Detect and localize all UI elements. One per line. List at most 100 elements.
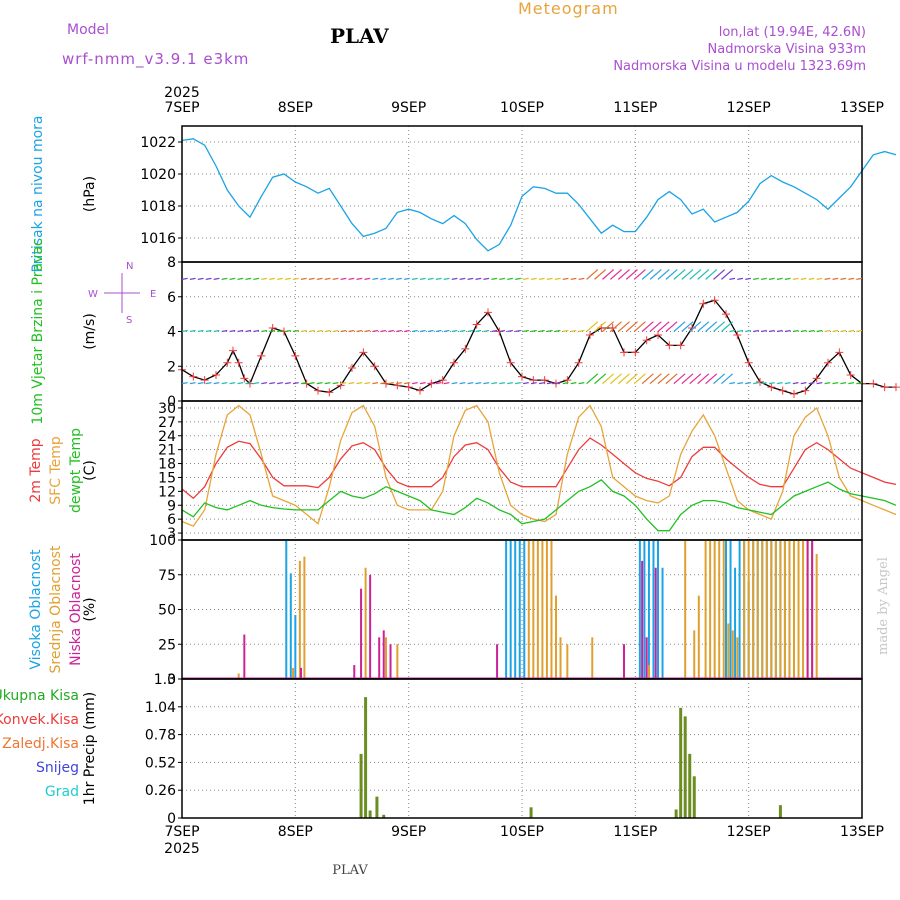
wind-arrow [332, 329, 339, 333]
wind-speed-marker [212, 370, 220, 379]
side-label: Visoka Oblacnost [28, 549, 44, 670]
wind-arrow [324, 382, 331, 385]
wind-speed-marker [314, 386, 322, 395]
wind-arrow [721, 269, 734, 280]
compass-s: S [126, 315, 132, 326]
elevation-label: Nadmorska Visina 933m [708, 42, 867, 57]
wind-arrow [507, 382, 513, 385]
wind-speed-marker [665, 341, 674, 350]
wind-arrow [594, 373, 607, 385]
wind-arrow [808, 329, 815, 333]
wind-arrow [269, 277, 275, 280]
y-tick-label: 12 [158, 484, 176, 500]
x-tick-label-top: 11SEP [613, 100, 657, 116]
y-tick-label: 1022 [140, 135, 176, 151]
wind-arrow [633, 269, 646, 280]
wind-arrow [419, 329, 426, 333]
wind-arrow [459, 277, 466, 280]
wind-arrow [324, 277, 331, 280]
wind-arrow [348, 277, 355, 280]
wind-arrow [197, 277, 204, 280]
wind-arrow [443, 382, 450, 385]
wind-speed-marker [450, 358, 458, 367]
wind-arrow [745, 277, 751, 280]
wind-speed-marker [393, 381, 402, 390]
wind-speed-marker [370, 362, 379, 371]
wind-arrow [308, 329, 315, 333]
wind-arrow [816, 329, 823, 333]
wind-speed-marker [257, 351, 266, 360]
wind-arrow [586, 269, 599, 280]
wind-arrow [641, 373, 654, 385]
model-label: Model [67, 22, 109, 38]
wind-arrow [705, 373, 718, 385]
side-label: 2m Temp [28, 438, 44, 502]
wind-arrow [467, 382, 474, 385]
wind-arrow [459, 382, 466, 385]
wind-speed-marker [540, 376, 549, 385]
wind-arrow [697, 321, 710, 332]
wind-arrow [737, 382, 744, 385]
wind-arrow [586, 321, 599, 332]
wind-arrow [237, 382, 244, 385]
x-tick-label-bottom: 10SEP [500, 824, 544, 840]
wind-arrow [617, 269, 630, 280]
wind-speed-marker [348, 363, 356, 372]
wind-arrow [364, 329, 371, 333]
wind-arrow [832, 277, 839, 280]
wind-arrow [546, 329, 553, 333]
wind-arrow [292, 382, 299, 385]
wind-arrow [554, 382, 561, 385]
wind-arrow [602, 321, 615, 332]
wind-arrow [507, 329, 513, 333]
wind-speed-marker [574, 358, 583, 367]
wind-arrow [792, 277, 799, 280]
wind-arrow [404, 382, 410, 385]
wind-arrow [261, 382, 268, 385]
wind-arrow [372, 277, 379, 280]
wind-arrow [824, 329, 831, 333]
x-tick-label-top: 7SEP [164, 100, 199, 116]
wind-arrow [380, 382, 387, 385]
y-tick-label: 1016 [140, 231, 176, 247]
wind-speed-marker [240, 374, 249, 383]
x-tick-label-bottom: 11SEP [613, 824, 657, 840]
footer: PLAV made by Angel [332, 557, 891, 878]
wind-speed-marker [835, 348, 844, 357]
wind-arrow [665, 373, 678, 385]
wind-arrow [221, 382, 228, 385]
wind-arrow [356, 277, 363, 280]
wind-arrow [277, 277, 283, 280]
wind-arrow [570, 382, 577, 385]
wind-arrow [451, 277, 458, 280]
wind-speed-marker [518, 372, 526, 381]
wind-arrow [546, 277, 553, 280]
wind-arrow [784, 329, 791, 333]
wind-arrow [745, 382, 751, 385]
wind-arrow [578, 277, 585, 280]
wind-arrow [427, 277, 434, 280]
wind-arrow [538, 329, 545, 333]
wind-arrow [768, 329, 775, 333]
compass-n: N [126, 261, 133, 272]
wind-arrow [832, 329, 839, 333]
wind-speed-marker [620, 348, 628, 357]
wind-speed-marker [801, 386, 810, 395]
wind-arrow [840, 382, 847, 385]
y-tick-label: 24 [158, 429, 176, 445]
wind-arrow [649, 321, 662, 332]
wind-arrow [848, 382, 855, 385]
y-axis-label: 1hr Precip (mm) [82, 692, 98, 805]
wind-arrow [530, 382, 537, 385]
y-tick-label: 8 [167, 255, 176, 271]
wind-arrow [737, 277, 744, 280]
wind-arrow [761, 382, 767, 385]
wind-arrow [427, 382, 434, 385]
wind-speed-marker [189, 372, 198, 381]
wind-arrow [316, 382, 323, 385]
wind-arrow [657, 373, 670, 385]
wind-arrow [776, 382, 783, 385]
wind-arrow [808, 382, 815, 385]
wind-arrow [396, 277, 402, 280]
wind-arrow [475, 329, 482, 333]
